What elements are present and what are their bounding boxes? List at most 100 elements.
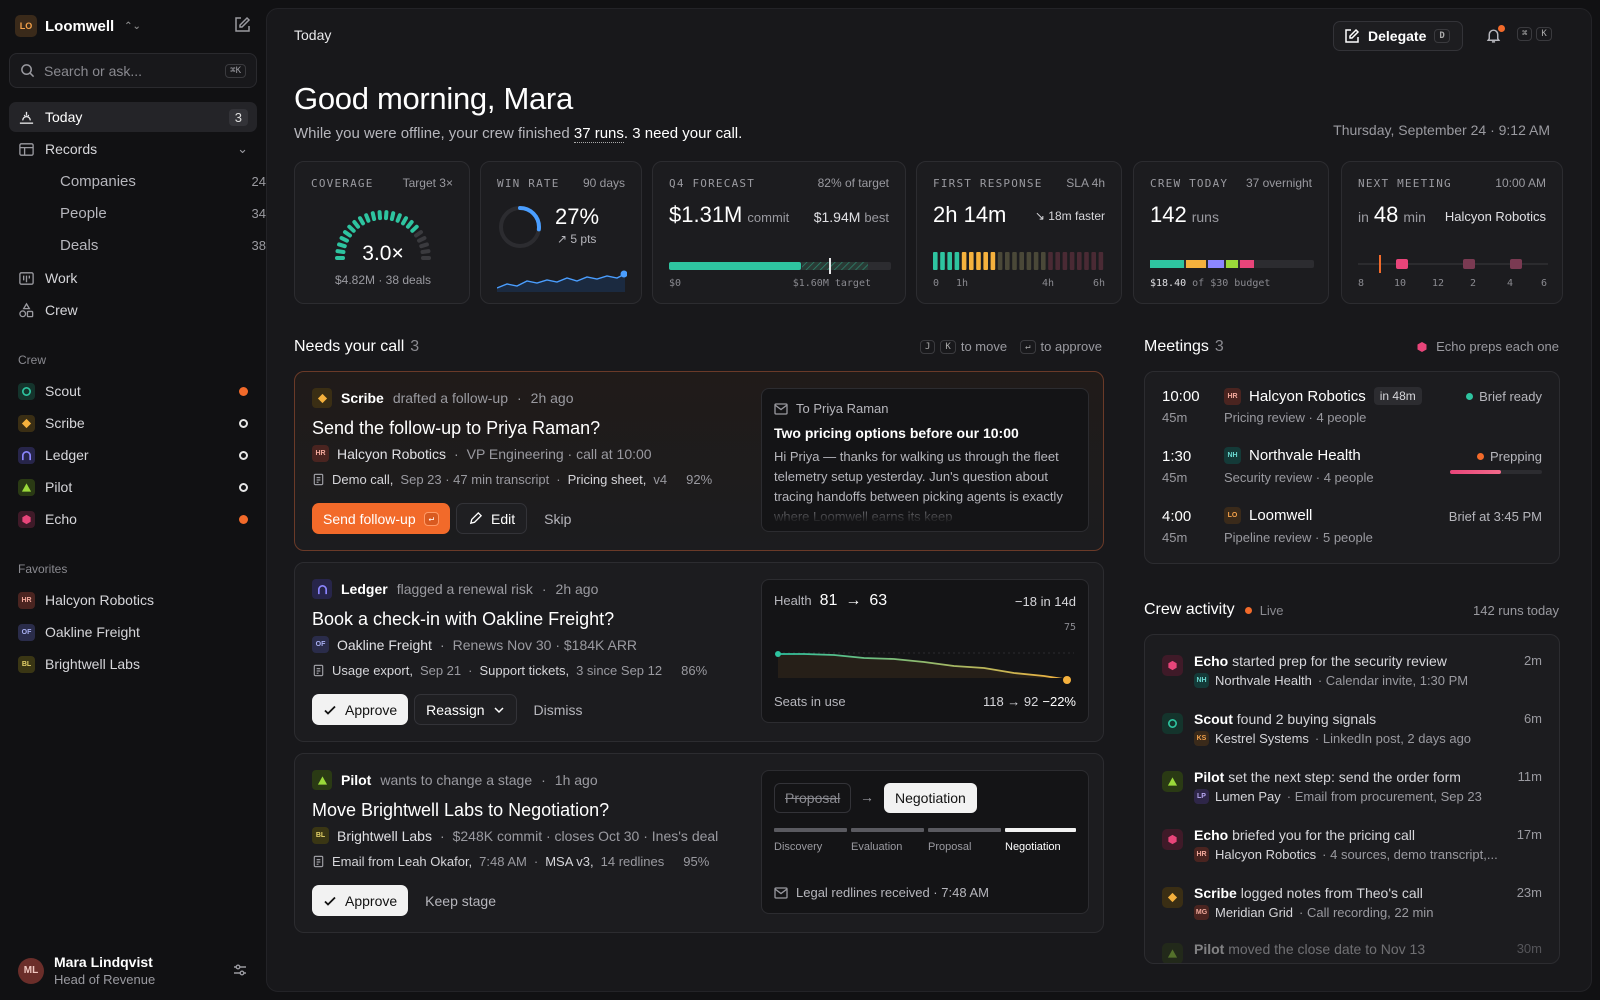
stage-from: Proposal: [774, 783, 852, 813]
needs-section-title: Needs your call 3: [294, 338, 419, 356]
crew-item-scout[interactable]: Scout: [9, 376, 257, 406]
j-key: J: [920, 339, 936, 354]
avatar: ML: [18, 957, 44, 984]
nav-today[interactable]: Today 3: [9, 102, 257, 132]
decision-card-renewal[interactable]: Ledger flagged a renewal risk · 2h ago Bo…: [294, 562, 1104, 742]
pilot-icon: [18, 478, 35, 496]
company-name: Northvale Health: [1215, 673, 1312, 688]
crew-item-ledger[interactable]: Ledger: [9, 440, 257, 470]
sunrise-icon: [19, 111, 34, 124]
compose-icon[interactable]: [233, 16, 251, 34]
favorite-label: Oakline Freight: [45, 624, 140, 640]
gauge-segment: [389, 211, 396, 222]
button-label: Reassign: [426, 701, 485, 718]
company-name[interactable]: Brightwell Labs: [337, 827, 432, 844]
nav-deals[interactable]: Deals 38: [27, 230, 275, 260]
company-name: Lumen Pay: [1215, 789, 1281, 804]
meeting-duration: 45m: [1162, 530, 1188, 545]
user-profile[interactable]: ML Mara Lindqvist Head of Revenue: [18, 954, 155, 987]
dismiss-button[interactable]: Dismiss: [533, 701, 583, 718]
k-key: K: [1536, 27, 1552, 41]
enter-key: ↵: [423, 511, 440, 526]
company-badge: NH: [1194, 673, 1209, 688]
nav-people[interactable]: People 34: [27, 198, 275, 228]
card-meta-text: VP Engineering · call at 10:00: [466, 445, 652, 462]
greeting-title: Good morning, Mara: [294, 81, 573, 116]
kpi-win-rate[interactable]: WIN RATE 90 days 27% ↗ 5 pts: [480, 161, 642, 304]
nav-records[interactable]: Records ⌄: [9, 134, 257, 164]
company-name[interactable]: Oakline Freight: [337, 636, 432, 653]
crew-item-scribe[interactable]: Scribe: [9, 408, 257, 438]
gauge-segment: [364, 213, 371, 223]
crew-item-pilot[interactable]: Pilot: [9, 472, 257, 502]
stage-label: Negotiation: [1005, 841, 1061, 853]
email-preview[interactable]: To Priya Raman Two pricing options befor…: [761, 388, 1089, 532]
document-icon: [313, 664, 324, 677]
kpi-first-response[interactable]: FIRST RESPONSE SLA 4h 2h 14m ↘ 18m faste…: [916, 161, 1122, 304]
timeline-tick: 10: [1394, 278, 1407, 289]
live-label: Live: [1259, 602, 1284, 618]
card-title: Move Brightwell Labs to Negotiation?: [312, 800, 610, 820]
delegate-button[interactable]: Delegate D: [1333, 21, 1463, 51]
activity-text: set the next step: send the order form: [1228, 769, 1461, 785]
nav-companies[interactable]: Companies 24: [27, 166, 275, 196]
card-title: Send the follow-up to Priya Raman?: [312, 418, 601, 438]
keep-stage-button[interactable]: Keep stage: [425, 892, 496, 909]
notifications-button[interactable]: [1485, 25, 1505, 45]
kpi-delta: ↗ 5 pts: [557, 232, 597, 246]
search-input[interactable]: Search or ask... ⌘K: [9, 53, 257, 88]
prep-progress-fill: [1450, 470, 1501, 474]
company-name: Kestrel Systems: [1215, 731, 1309, 746]
source-1: Usage export,: [332, 663, 413, 678]
kpi-crew-today[interactable]: CREW TODAY 37 overnight 142 runs $18.40 …: [1133, 161, 1329, 304]
edit-button[interactable]: Edit: [456, 503, 528, 534]
sliders-icon[interactable]: [232, 962, 248, 978]
stage-progress: [774, 828, 1076, 832]
nav-crew[interactable]: Crew: [9, 295, 257, 325]
histogram-bar: [1084, 252, 1089, 270]
card-actions: Approve Keep stage: [312, 885, 507, 916]
runs-link[interactable]: 37 runs: [573, 125, 624, 143]
kpi-unit: commit: [747, 210, 790, 225]
kpi-next-meeting[interactable]: NEXT MEETING 10:00 AM in 48 min Halcyon …: [1341, 161, 1563, 304]
favorite-halcyon-robotics[interactable]: HR Halcyon Robotics: [9, 585, 257, 615]
approve-button[interactable]: Approve: [312, 885, 409, 916]
source-1-detail: 7:48 AM: [479, 854, 527, 869]
card-sources: Demo call, Sep 23 · 47 min transcript · Pr…: [312, 472, 712, 487]
company-name[interactable]: Halcyon Robotics: [337, 445, 446, 462]
agent-name: Pilot: [1194, 941, 1225, 957]
activity-source: · 4 sources, demo transcript,...: [1322, 847, 1498, 862]
kpi-q4-forecast[interactable]: Q4 FORECAST 82% of target $1.31M commit …: [652, 161, 906, 304]
decision-card-followup[interactable]: Scribe drafted a follow-up · 2h ago Send …: [294, 371, 1104, 551]
agent-name: Ledger: [341, 581, 388, 597]
crew-item-echo[interactable]: Echo: [9, 504, 257, 534]
stage-label: Discovery: [774, 841, 823, 853]
kpi-unit: runs: [1191, 209, 1219, 225]
histogram-bar: [940, 252, 945, 270]
status-dot: [1466, 393, 1474, 400]
skip-button[interactable]: Skip: [544, 510, 572, 527]
workspace-switcher[interactable]: LO Loomwell ⌃⌄: [15, 15, 141, 37]
company-badge: HR: [1224, 387, 1241, 405]
card-time: 2h ago: [530, 390, 574, 406]
stage-change-preview[interactable]: Proposal → Negotiation Discovery Evaluat…: [761, 770, 1089, 914]
status-dot: [239, 482, 248, 492]
kpi-coverage[interactable]: COVERAGE Target 3× 3.0× $4.82M · 38 deal…: [294, 161, 470, 304]
favorite-brightwell-labs[interactable]: BL Brightwell Labs: [9, 649, 257, 679]
favorite-oakline-freight[interactable]: OF Oakline Freight: [9, 617, 257, 647]
nav-work[interactable]: Work: [9, 263, 257, 293]
gauge-segment: [405, 220, 414, 229]
source-1-detail: Sep 21: [419, 663, 462, 678]
command-palette-shortcut[interactable]: ⌘ K: [1517, 27, 1552, 41]
response-tick-4h: 4h: [1042, 278, 1055, 289]
kpi-label: WIN RATE: [497, 177, 560, 190]
decision-card-stage[interactable]: Pilot wants to change a stage · 1h ago Mo…: [294, 753, 1104, 933]
health-to: 63: [869, 592, 888, 609]
approve-button[interactable]: Approve: [312, 694, 409, 725]
kpi-label: Q4 FORECAST: [669, 177, 756, 190]
send-followup-button[interactable]: Send follow-up ↵: [312, 503, 451, 534]
reassign-dropdown[interactable]: Reassign: [414, 694, 517, 725]
histogram-bar: [990, 252, 996, 270]
card-meta: BL Brightwell Labs · $248K commit · close…: [312, 827, 718, 844]
health-chart[interactable]: Health 81 → 63 −18 in 14d 75 Seats in us…: [761, 579, 1089, 723]
